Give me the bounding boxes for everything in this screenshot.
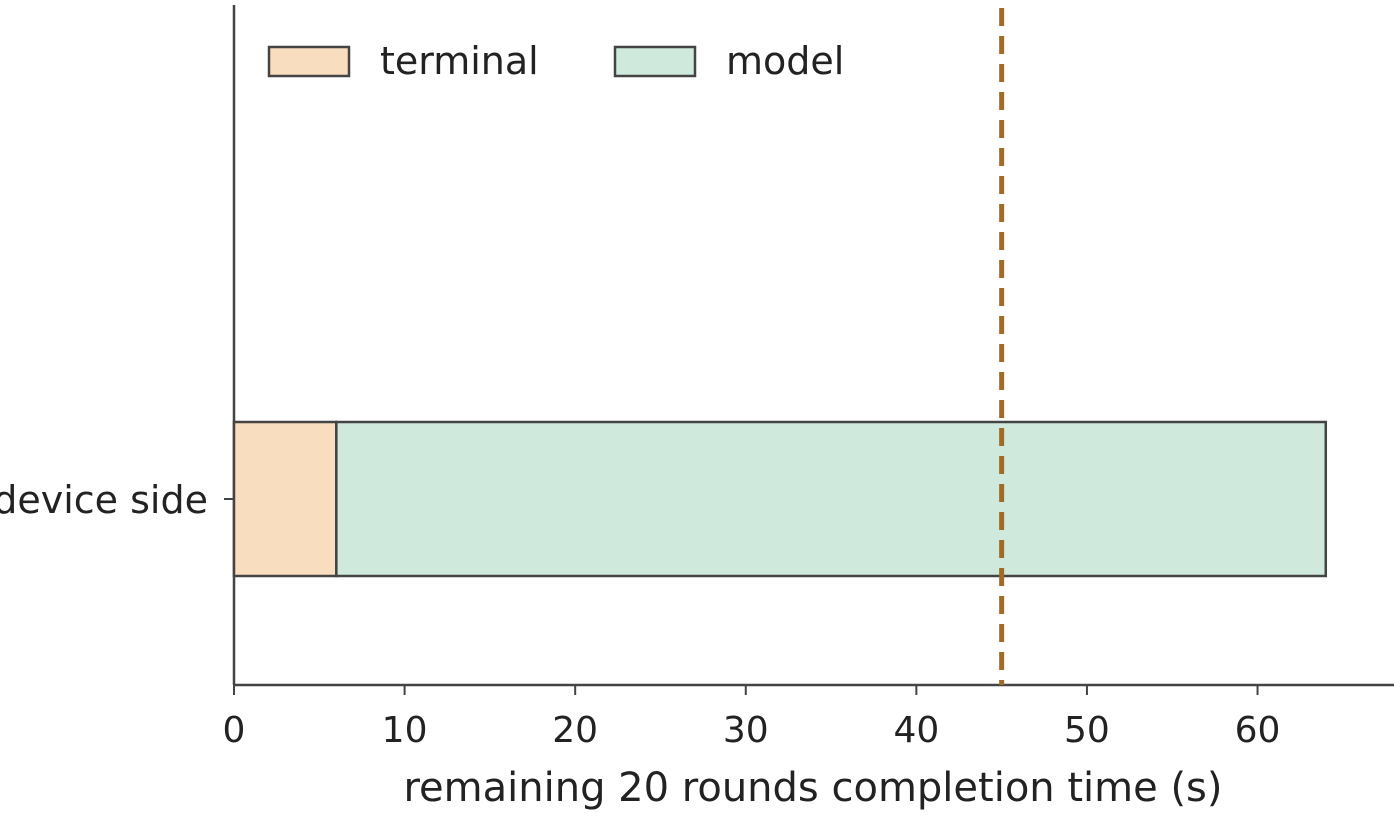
bar-segment-model <box>335 420 1328 578</box>
bar-segment-terminal <box>232 420 338 578</box>
x-tick-label: 30 <box>723 710 769 751</box>
legend: terminal model <box>267 39 844 83</box>
axes: 0 10 20 30 40 50 60 device side <box>0 5 1394 751</box>
category-label: device side <box>0 478 208 522</box>
bars <box>232 420 1328 578</box>
x-tick-label: 50 <box>1064 710 1110 751</box>
legend-label-model: model <box>726 39 844 83</box>
legend-swatch-terminal <box>267 45 351 78</box>
x-axis-title: remaining 20 rounds completion time (s) <box>403 765 1222 811</box>
x-tick-label: 10 <box>382 710 428 751</box>
x-tick-label: 60 <box>1235 710 1281 751</box>
x-tick-label: 40 <box>893 710 939 751</box>
legend-swatch-model <box>613 45 697 78</box>
x-tick-label: 0 <box>223 710 246 751</box>
legend-label-terminal: terminal <box>380 39 539 83</box>
x-tick-label: 20 <box>552 710 598 751</box>
